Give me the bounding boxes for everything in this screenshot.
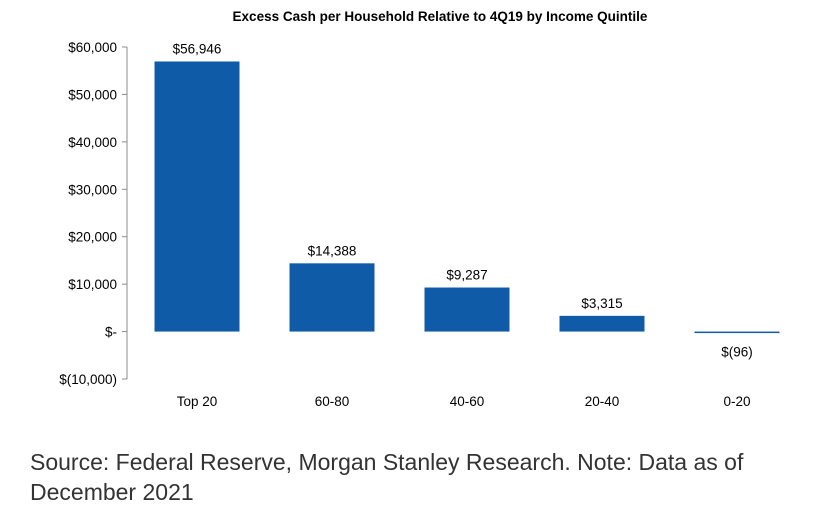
y-tick-label: $40,000 [68,135,117,150]
y-tick-label: $30,000 [68,182,117,197]
y-tick-label: $10,000 [68,277,117,292]
bars [154,61,780,334]
data-labels: $56,946 $14,388 $9,287 $3,315 $(96) [173,41,753,359]
x-category-label: 40-60 [450,394,485,409]
chart-title: Excess Cash per Household Relative to 4Q… [233,9,648,24]
bar [694,331,780,334]
bar [154,61,240,332]
data-label: $(96) [721,345,753,360]
data-label: $56,946 [173,41,222,56]
data-label: $9,287 [446,268,487,283]
bar-chart: Excess Cash per Household Relative to 4Q… [59,9,780,409]
data-label: $3,315 [581,296,622,311]
y-tick-label: $- [105,325,117,340]
x-category-label: 60-80 [315,394,350,409]
y-tick-label: $60,000 [68,40,117,55]
y-axis: $60,000 $50,000 $40,000 $30,000 $20,000 $10,0… [59,40,128,387]
data-label: $14,388 [308,243,357,258]
x-category-label: 0-20 [723,394,750,409]
y-tick-label: $50,000 [68,87,117,102]
bar [289,263,375,332]
source-note: Source: Federal Reserve, Morgan Stanley … [30,449,744,505]
bar [559,315,645,332]
bar [424,287,510,332]
x-category-label: 20-40 [585,394,620,409]
x-category-label: Top 20 [177,394,218,409]
y-tick-label: $20,000 [68,230,117,245]
x-axis-labels: Top 20 60-80 40-60 20-40 0-20 [177,394,751,409]
y-tick-label: $(10,000) [59,372,117,387]
